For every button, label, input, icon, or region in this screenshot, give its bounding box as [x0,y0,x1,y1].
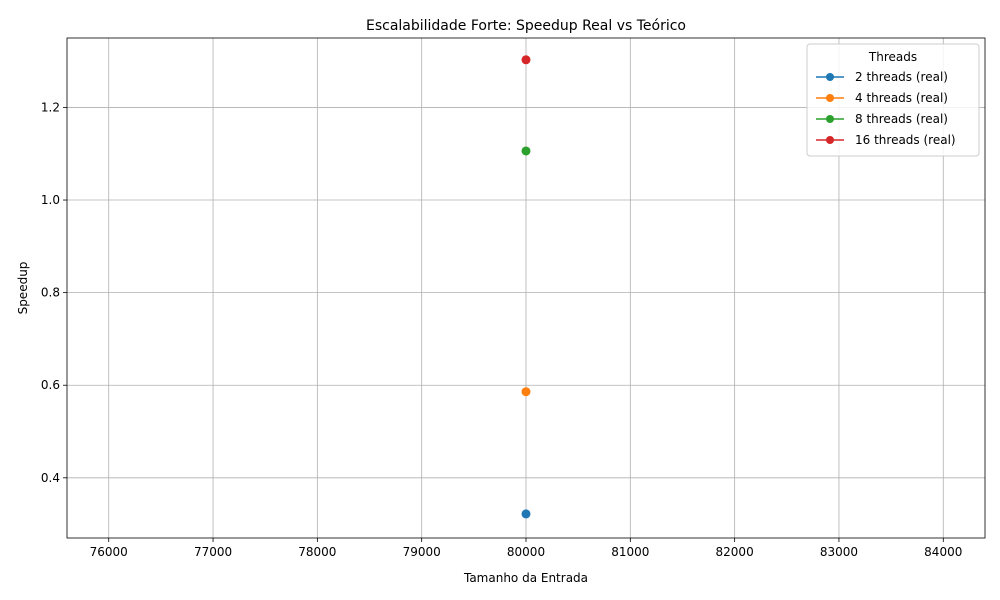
y-tick-label: 0.6 [41,378,60,392]
x-tick-label: 84000 [924,545,962,559]
y-tick-label: 1.0 [41,193,60,207]
legend-label: 2 threads (real) [855,70,948,84]
legend-label: 16 threads (real) [855,133,956,147]
x-tick-label: 80000 [507,545,545,559]
chart-title: Escalabilidade Forte: Speedup Real vs Te… [366,18,686,34]
data-point [521,387,531,397]
y-axis-ticks: 0.4 0.6 0.8 1.0 1.2 [41,100,67,485]
legend-label: 8 threads (real) [855,112,948,126]
data-point [521,146,531,156]
legend-box [806,43,980,157]
x-tick-label: 78000 [298,545,336,559]
y-tick-label: 0.8 [41,286,60,300]
legend-title: Threads [868,50,917,64]
legend: Threads 2 threads (real) 4 threads (real) 8… [806,43,980,157]
series-layer [521,55,531,519]
x-tick-label: 83000 [820,545,858,559]
x-axis-label: Tamanho da Entrada [463,571,588,585]
x-tick-label: 77000 [194,545,232,559]
series-2 [521,146,531,156]
x-tick-label: 81000 [611,545,649,559]
series-1 [521,387,531,397]
legend-item: 2 threads (real) [816,70,948,84]
series-3 [521,55,531,65]
x-tick-label: 82000 [716,545,754,559]
legend-marker [826,115,834,123]
y-tick-label: 0.4 [41,471,60,485]
legend-label: 4 threads (real) [855,91,948,105]
legend-marker [826,73,834,81]
y-tick-label: 1.2 [41,100,60,114]
legend-item: 16 threads (real) [816,133,956,147]
y-axis-label: Speedup [16,262,30,315]
data-point [521,509,531,519]
legend-item: 8 threads (real) [816,112,948,126]
legend-item: 4 threads (real) [816,91,948,105]
legend-marker [826,94,834,102]
x-axis-ticks: 76000 77000 78000 79000 80000 81000 82000 83000… [90,538,962,559]
x-tick-label: 79000 [403,545,441,559]
legend-marker [826,136,834,144]
data-point [521,55,531,65]
series-0 [521,509,531,519]
x-tick-label: 76000 [90,545,128,559]
